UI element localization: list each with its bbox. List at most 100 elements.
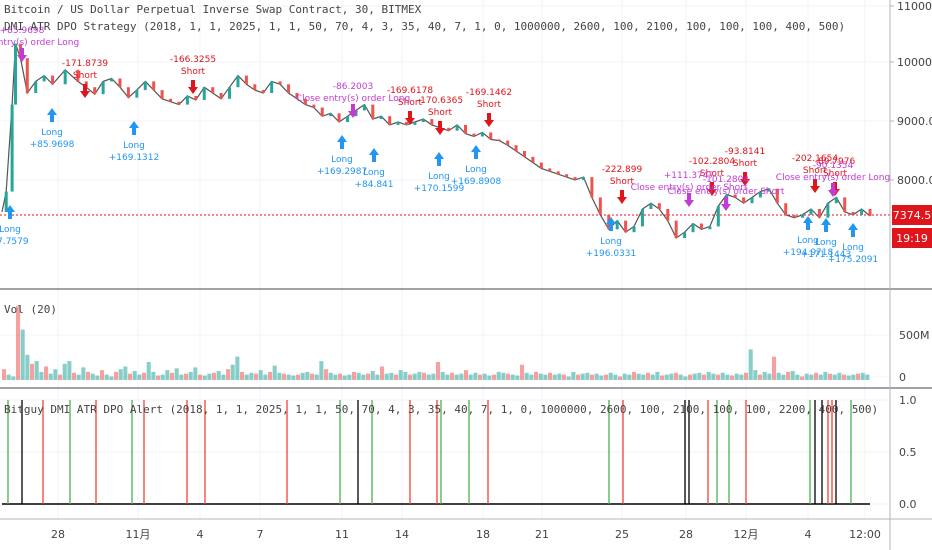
candle [573,177,577,180]
marker-value: 87.7579 [0,237,29,247]
volume-panel[interactable] [2,306,870,380]
candle [691,223,695,233]
candle [101,81,105,95]
volume-bar [622,373,627,380]
long-arrow-icon [821,218,831,232]
candle [834,197,838,204]
volume-bar [361,374,366,380]
volume-bar [272,365,277,380]
volume-bar [496,371,501,380]
candle [219,93,223,99]
volume-bar [739,374,744,380]
alert-title[interactable]: Bitguy DMI ATR DPO Alert (2018, 1, 1, 20… [4,403,878,416]
candle [851,211,855,215]
volume-bar [100,370,105,380]
time-axis[interactable]: 28 11月 4 7 11 14 18 21 25 28 12月 4 12:00 [51,528,881,541]
volume-bar [576,374,581,380]
volume-bar [851,374,856,380]
volume-bar [590,374,595,380]
volume-bar [734,373,739,380]
volume-bar [478,374,483,380]
volume-bar [758,374,763,380]
candle [809,209,813,215]
price-panel[interactable]: Long87.7579Long+85.9698Long+169.1312Long… [0,26,890,265]
long-arrow-icon [803,216,813,230]
long-marker: Long +84.841 [354,148,394,190]
volume-bar [459,373,464,380]
alert-panel[interactable] [2,400,870,505]
strategy-title[interactable]: DMI ATR DPO Strategy (2018, 1, 1, 2025, … [4,20,845,33]
long-arrow-icon [434,152,444,166]
volume-bar [58,374,63,380]
marker-value: -93.8141 [725,147,765,157]
volume-bar [137,374,142,380]
volume-bar [268,371,273,380]
volume-bar [104,374,109,380]
candle [253,84,257,91]
candle [674,220,678,238]
volume-bar [184,373,189,380]
candle [683,232,687,238]
short-arrow-icon [810,179,820,193]
candle [135,90,139,98]
volume-bar [688,374,693,380]
marker-label: Short [700,169,725,179]
volume-bar [240,371,245,380]
volume-bars [2,306,870,380]
volume-bar [795,374,800,380]
volume-bar [510,374,515,380]
volume-bar [468,374,473,380]
short-arrow-icon [707,182,717,196]
marker-value: -90.1354 [813,161,854,171]
volume-bar [744,372,749,380]
volume-bar [72,372,77,380]
time-axis-label: 11 [335,528,349,541]
volume-bar [226,369,231,380]
candle [51,75,55,85]
long-arrow-icon [369,148,379,162]
candle [42,75,46,82]
marker-label: Long [363,168,385,178]
marker-value: -169.6178 [387,86,433,96]
volume-bar [151,371,156,380]
long-arrow-icon [606,217,616,231]
alert-axis[interactable]: 1.0 0.5 0.0 [899,394,917,511]
candle [640,209,644,227]
candle [868,209,872,216]
marker-label: Close entry(s) order Short [631,183,748,193]
volume-bar [398,370,403,380]
volume-axis[interactable]: 500M 0 [899,329,930,384]
volume-title[interactable]: Vol (20) [4,303,57,316]
time-axis-label: 21 [535,528,549,541]
current-price-label [892,205,932,225]
volume-bar [394,374,399,380]
volume-bar [566,376,571,380]
volume-bar [608,372,613,380]
volume-bar [482,373,487,380]
price-axis[interactable]: 11000.0 10000.0 9000.0 8000.0 [890,0,932,187]
price-tick-label: 9000.0 [897,115,932,128]
candle [295,93,299,99]
marker-label: Short [73,71,98,81]
long-marker: Long+194.9718 [783,216,834,258]
volume-bar [53,369,58,380]
volume-bar [613,374,618,380]
volume-bar [67,361,72,380]
volume-bar [716,374,721,380]
marker-value: -222.899 [602,165,643,175]
volume-bar [193,367,198,380]
volume-bar [772,356,777,380]
candle [775,188,779,204]
alert-tick-label: 0.5 [899,446,917,459]
candle [565,174,569,178]
volume-bar [618,376,623,380]
volume-bar [258,370,263,380]
candle [388,116,392,125]
candle [346,116,350,122]
marker-value: -171.8739 [62,59,108,69]
close-marker: Close entry(s) order Long -86.2003 [296,82,410,118]
short-marker: Short -169.1462 [466,88,512,127]
candle [699,223,703,230]
